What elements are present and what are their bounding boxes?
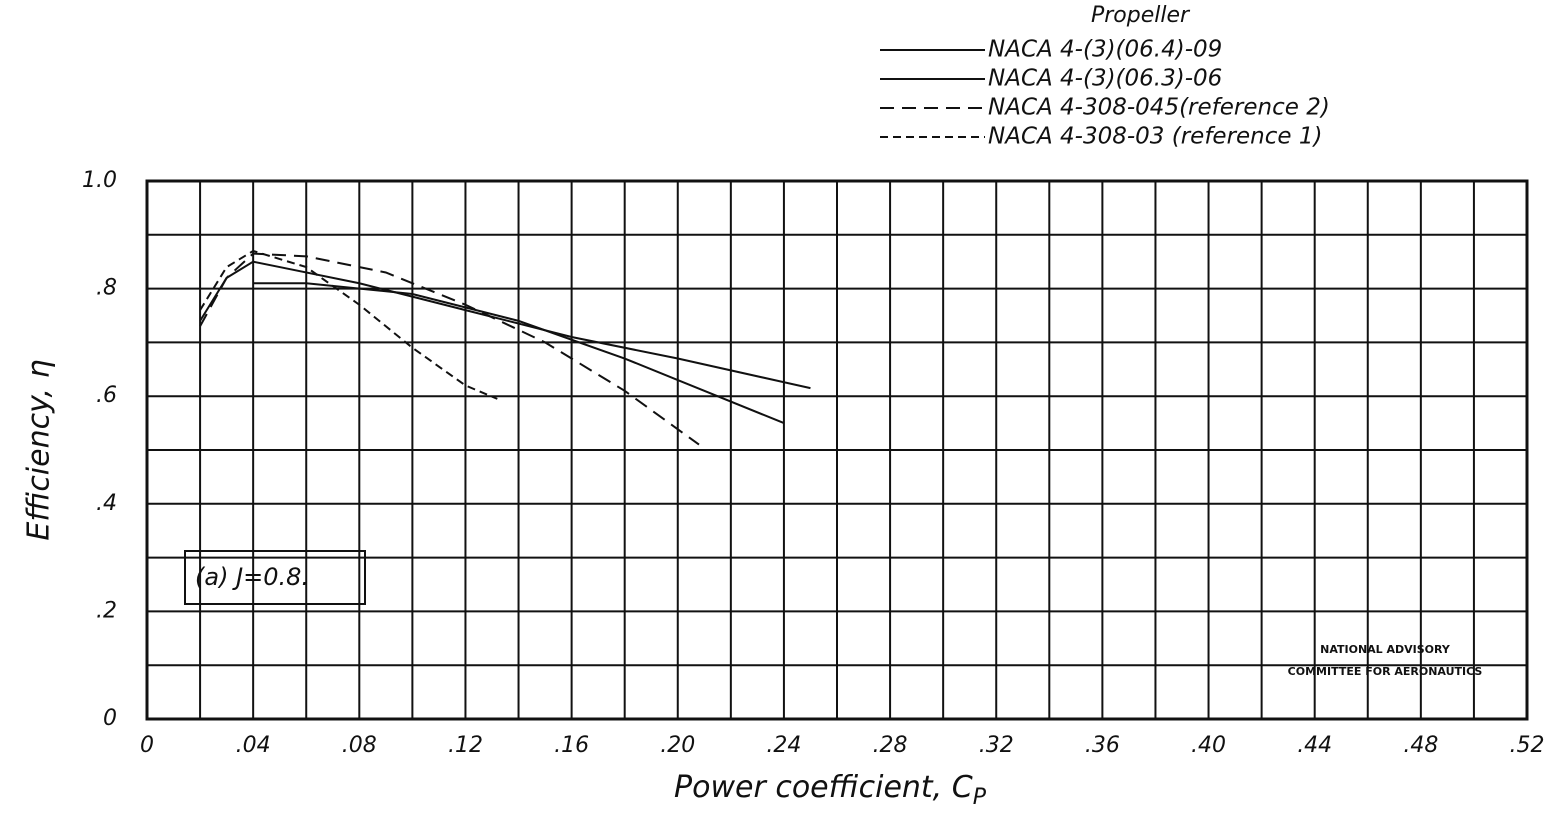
x-tick-label: .48 [1403,733,1438,758]
x-tick-label: .36 [1085,733,1120,758]
y-tick-label: .4 [96,491,117,516]
x-tick-label: .20 [660,733,695,758]
y-tick-label: .8 [96,276,117,301]
x-axis-label: Power coefficient, CP [674,770,987,811]
x-tick-label: .44 [1297,733,1332,758]
series-line [199,252,700,446]
plot-frame [145,179,1529,721]
x-tick-label: .40 [1191,733,1226,758]
x-tick-label: .52 [1510,733,1545,758]
x-tick-label: .12 [448,733,483,758]
series-line [199,260,811,390]
credit: NATIONAL ADVISORY [1320,643,1451,656]
legend-label: NACA 4-308-03 (reference 1) [988,124,1322,150]
x-label-subscript: P [973,785,987,810]
y-axis-label: Efficiency, η [22,359,57,540]
legend-label: NACA 4-(3)(06.3)-06 [988,66,1222,92]
legend-label: NACA 4-(3)(06.4)-09 [988,37,1222,63]
y-tick-label: 1.0 [82,168,117,193]
y-tick-label: .2 [96,598,117,623]
series-line [253,282,785,425]
y-tick-label: 0 [103,706,117,731]
x-tick-label: 0 [140,733,154,758]
y-tick-label: .6 [96,383,117,408]
x-label-text: Power coefficient, C [674,770,973,805]
x-tick-label: .08 [342,733,377,758]
x-tick-label: .04 [236,733,271,758]
legend-label: NACA 4-308-045(reference 2) [988,95,1330,121]
x-tick-label: .24 [766,733,801,758]
x-tick-label: .28 [873,733,908,758]
x-tick-label: .16 [554,733,589,758]
legend-title: Propeller [1091,3,1191,28]
credit: COMMITTEE FOR AERONAUTICS [1288,665,1483,678]
x-tick-label: .32 [979,733,1014,758]
annotation-box [184,550,366,605]
annotation: (a) J=0.8. [195,563,309,591]
series-line [199,249,498,400]
